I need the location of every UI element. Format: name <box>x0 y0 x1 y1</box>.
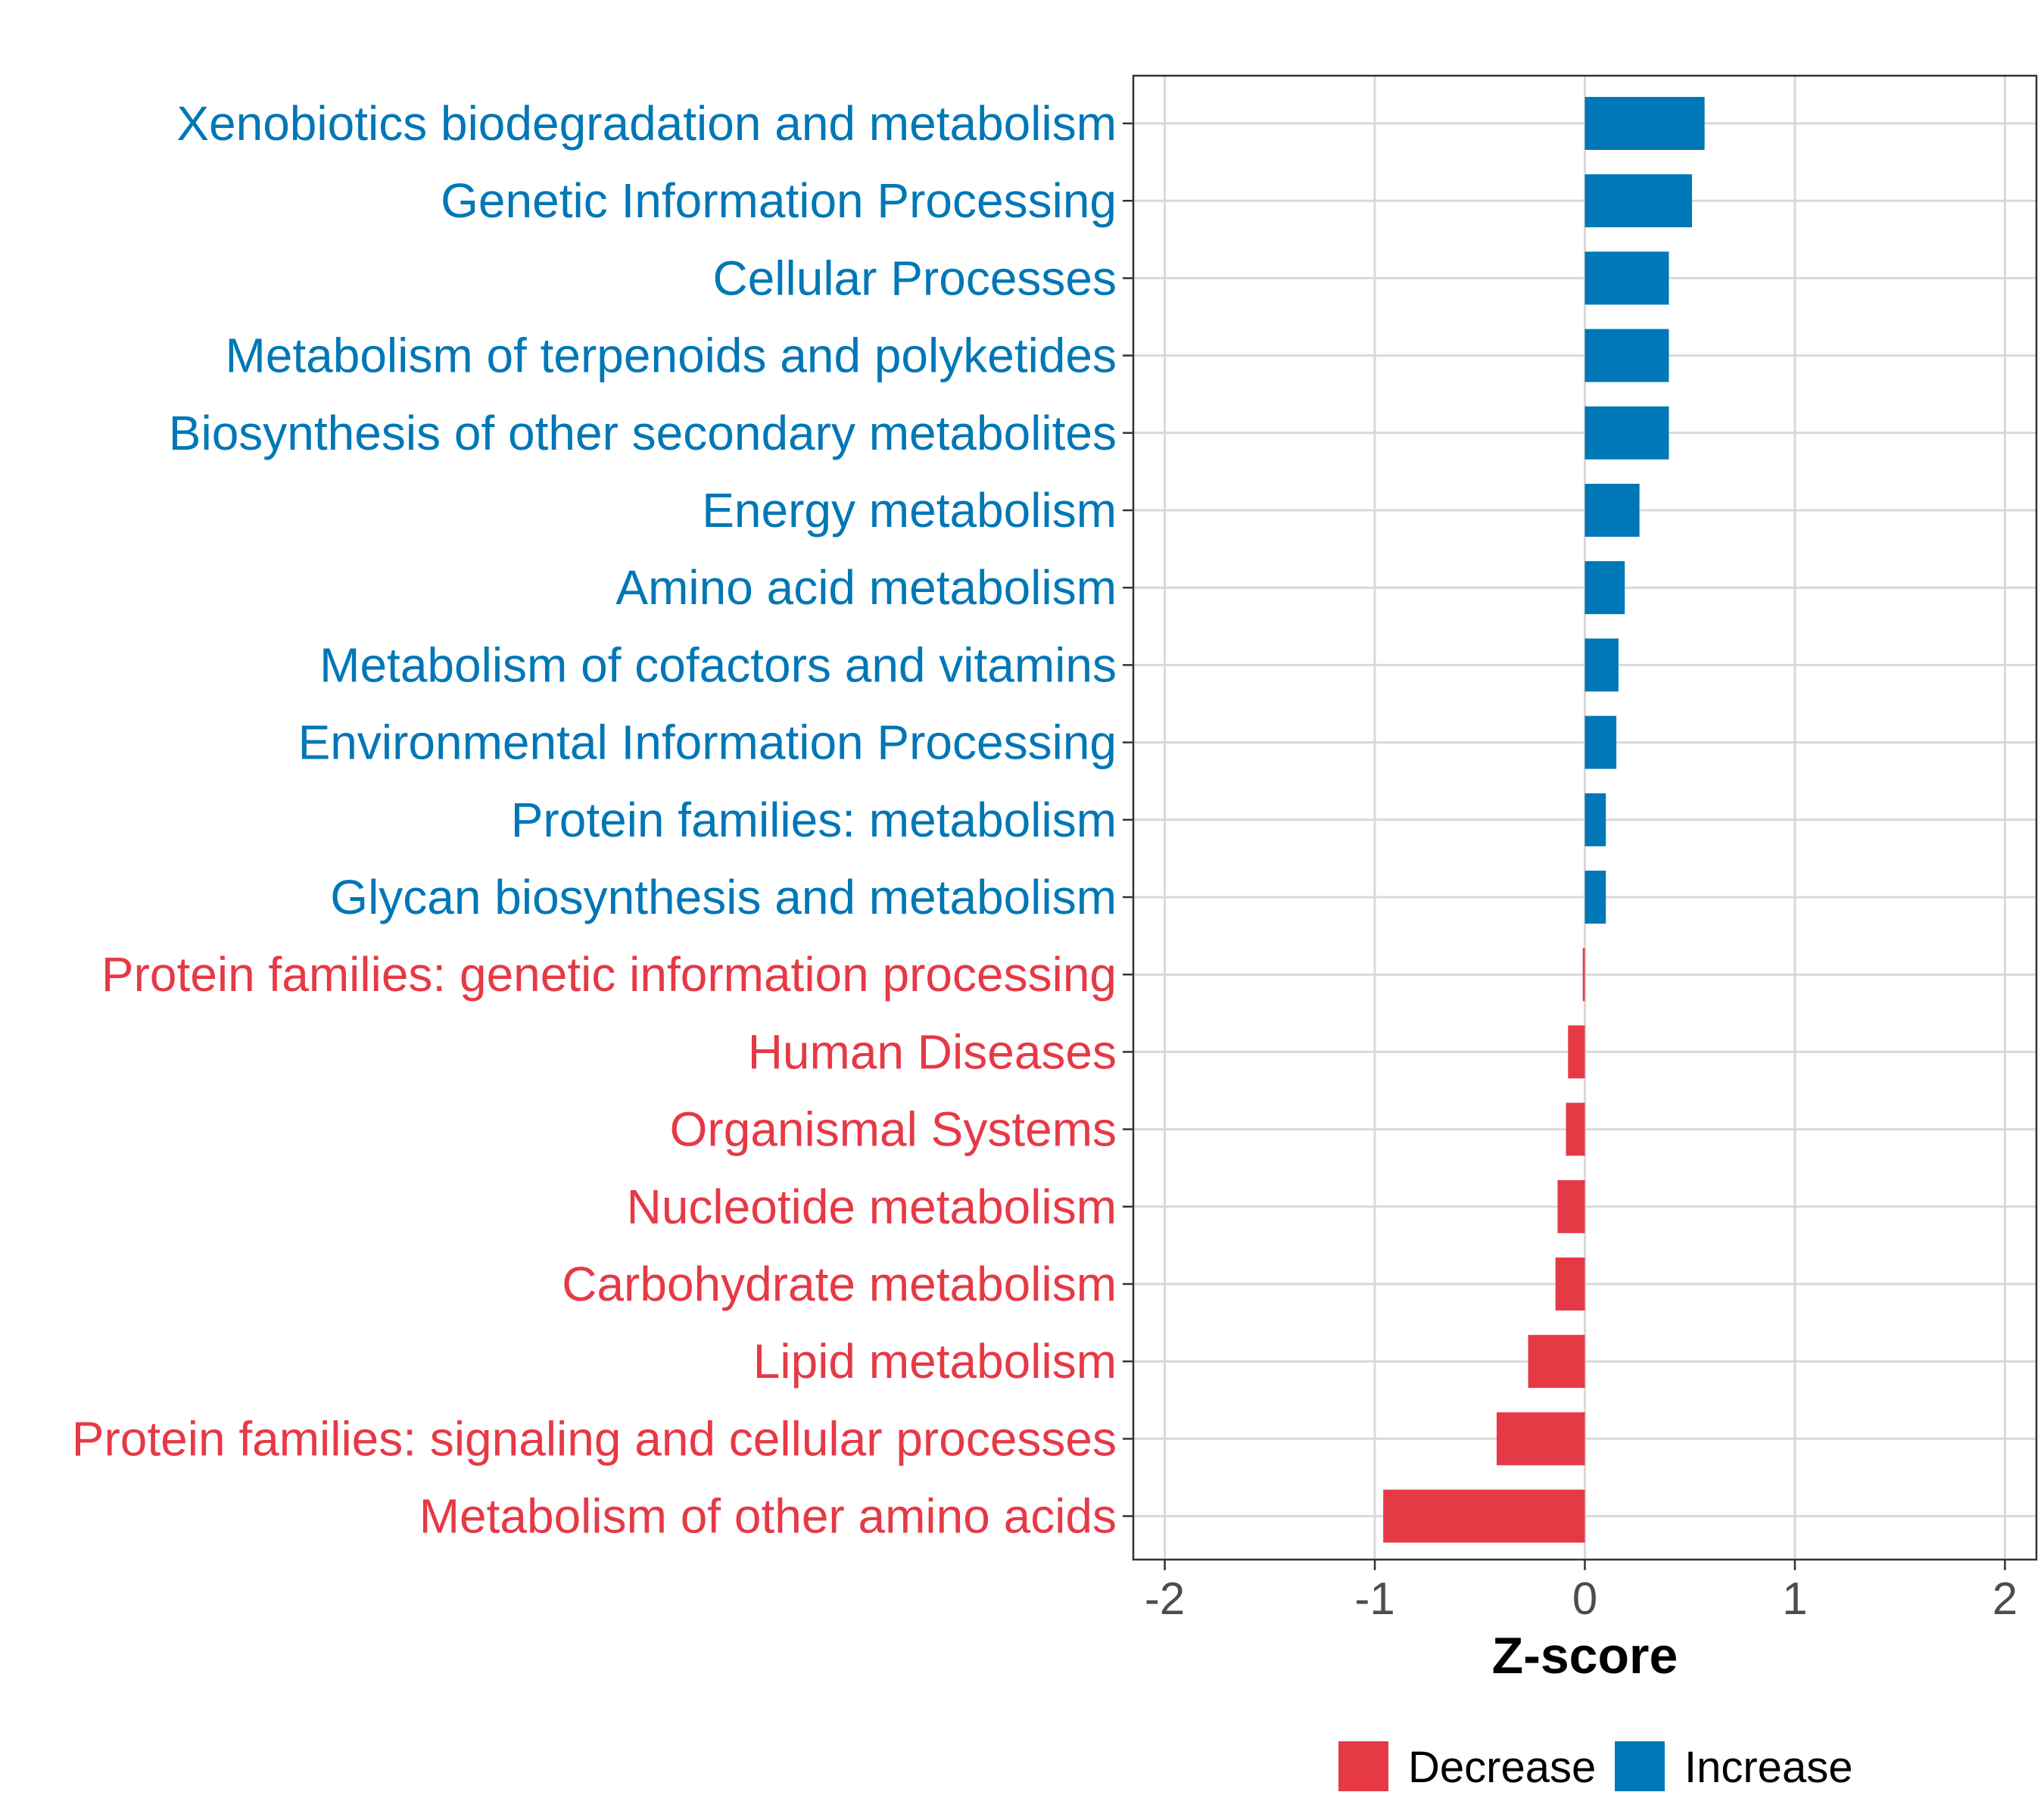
bar <box>1584 561 1625 615</box>
bar <box>1584 871 1606 924</box>
x-tick-label: 1 <box>1782 1573 1807 1624</box>
category-label: Human Diseases <box>748 1024 1117 1079</box>
bar <box>1584 251 1669 305</box>
bar <box>1555 1258 1585 1311</box>
bar <box>1496 1412 1585 1466</box>
category-label: Cellular Processes <box>712 251 1117 305</box>
bar <box>1582 948 1585 1002</box>
bar <box>1566 1102 1585 1156</box>
bar <box>1528 1335 1585 1388</box>
legend: Decrease Increase <box>1338 1741 1852 1792</box>
category-label: Metabolism of other amino acids <box>419 1489 1117 1544</box>
bar <box>1557 1180 1585 1233</box>
category-label: Energy metabolism <box>702 483 1117 538</box>
bar <box>1584 715 1617 769</box>
category-label: Metabolism of cofactors and vitamins <box>319 637 1117 692</box>
bar <box>1584 174 1692 228</box>
category-label: Protein families: signaling and cellular… <box>72 1411 1117 1466</box>
bar <box>1584 406 1669 460</box>
category-label: Organismal Systems <box>670 1102 1117 1157</box>
bar <box>1584 97 1705 150</box>
bar <box>1383 1489 1585 1543</box>
category-label: Genetic Information Processing <box>441 173 1117 228</box>
x-tick-label: 0 <box>1572 1573 1597 1624</box>
category-label: Lipid metabolism <box>753 1334 1117 1388</box>
bar <box>1584 793 1606 846</box>
category-label: Xenobiotics biodegradation and metabolis… <box>176 96 1117 151</box>
x-axis-title: Z-score <box>1492 1627 1678 1685</box>
x-tick-label: 2 <box>1993 1573 2018 1624</box>
category-label: Nucleotide metabolism <box>627 1180 1117 1234</box>
bar <box>1584 638 1619 692</box>
x-axis-ticks: -2 -1 0 1 2 <box>1123 122 2018 1624</box>
legend-swatch <box>1338 1741 1388 1791</box>
bar <box>1568 1025 1585 1079</box>
category-label: Environmental Information Processing <box>298 715 1117 770</box>
bar <box>1584 329 1669 382</box>
legend-swatch <box>1615 1741 1665 1791</box>
bars <box>1383 97 1705 1543</box>
category-label: Carbohydrate metabolism <box>562 1257 1117 1311</box>
category-labels: Xenobiotics biodegradation and metabolis… <box>72 96 1117 1544</box>
x-tick-label: -2 <box>1145 1573 1185 1624</box>
category-label: Protein families: genetic information pr… <box>101 947 1117 1002</box>
category-label: Biosynthesis of other secondary metaboli… <box>169 406 1117 460</box>
x-tick-label: -1 <box>1354 1573 1394 1624</box>
category-label: Amino acid metabolism <box>615 560 1117 615</box>
bar <box>1584 484 1640 537</box>
category-label: Glycan biosynthesis and metabolism <box>330 870 1117 924</box>
category-label: Protein families: metabolism <box>511 793 1117 847</box>
legend-label: Increase <box>1684 1743 1852 1792</box>
category-label: Metabolism of terpenoids and polyketides <box>225 329 1117 383</box>
legend-label: Decrease <box>1408 1743 1596 1792</box>
